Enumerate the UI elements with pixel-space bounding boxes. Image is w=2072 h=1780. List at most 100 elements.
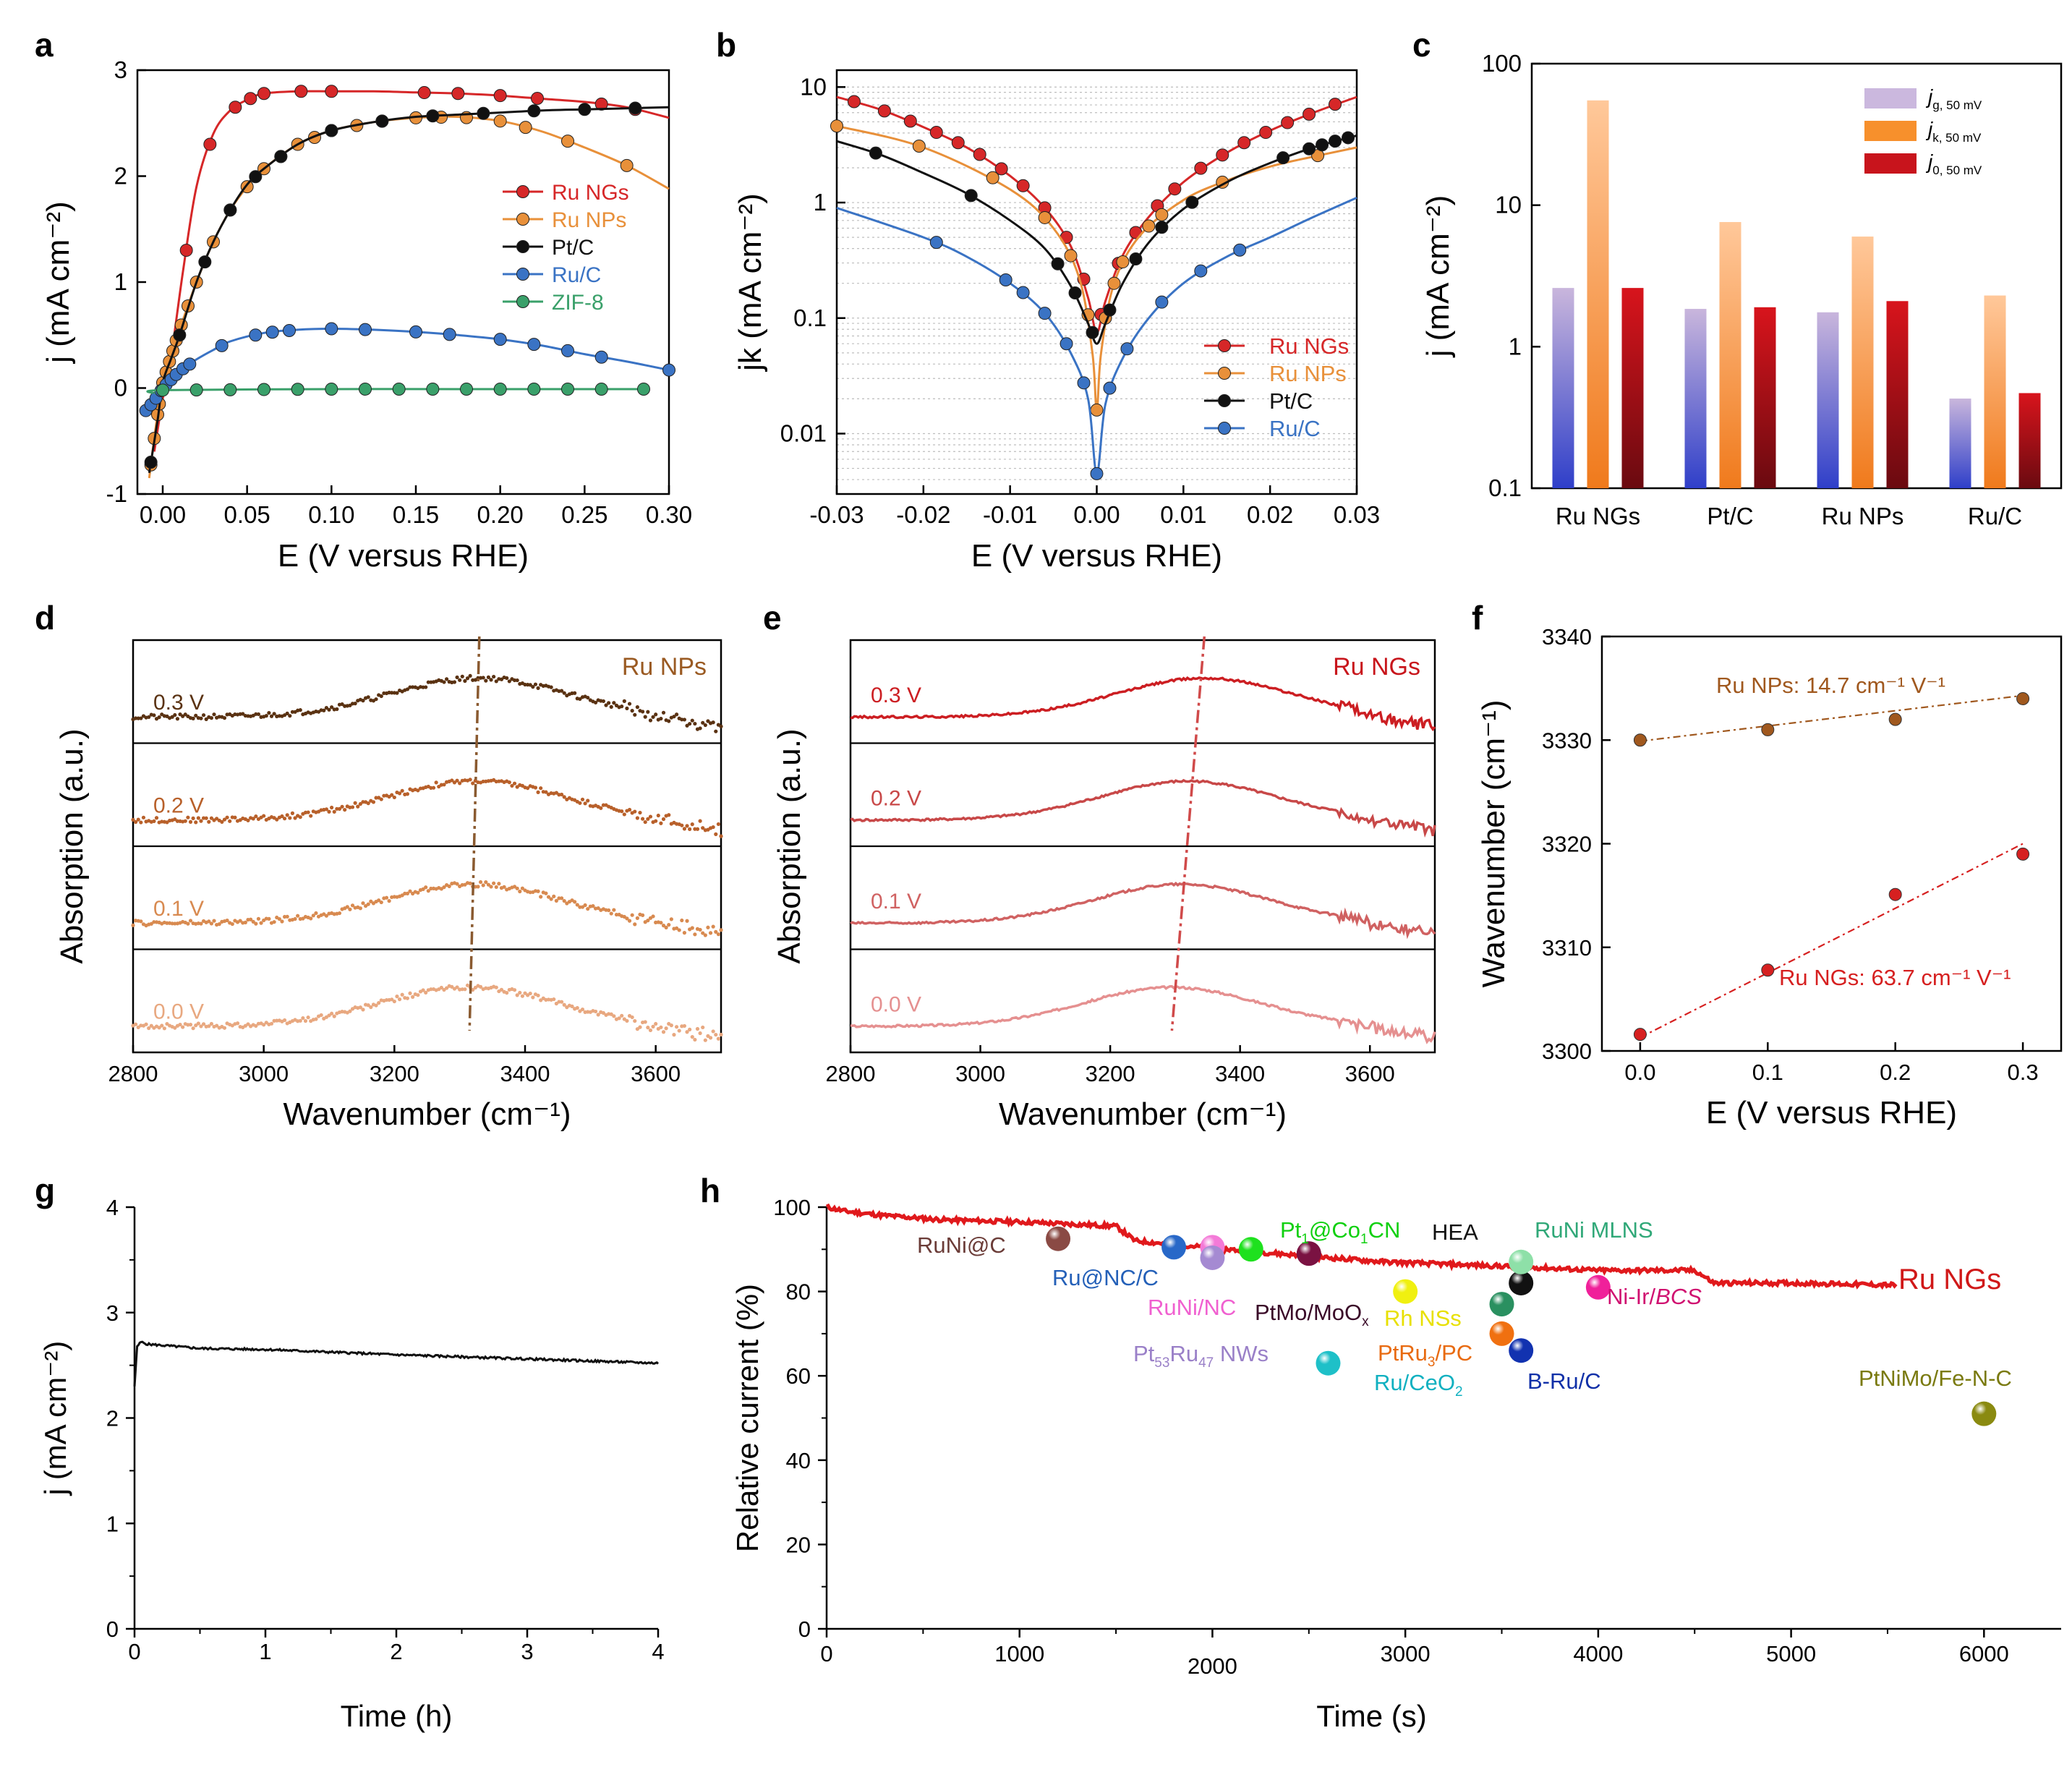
data-point [1155, 221, 1169, 234]
spectrum-dot [648, 1028, 653, 1033]
label-pt53ru47-part: Ru [1169, 1341, 1198, 1366]
data-point [359, 323, 372, 336]
spectrum-dot [478, 984, 483, 989]
legend-symbol: j [1925, 118, 1933, 140]
spectrum-dot [654, 819, 658, 823]
y-tick-label: 20 [786, 1532, 811, 1557]
x-tick-label: 0 [128, 1639, 140, 1664]
panel-title: Ru NGs [1333, 653, 1420, 681]
spectrum-dot [366, 1003, 370, 1008]
literature-point [1200, 1245, 1225, 1270]
spectrum-dot [332, 1014, 336, 1018]
spectrum-dot [698, 927, 702, 932]
data-point [1155, 295, 1169, 309]
legend-marker [516, 185, 529, 198]
y-axis-label: jk (mA cm⁻²) [733, 193, 768, 372]
data-point [1129, 252, 1143, 266]
literature-point [1509, 1338, 1534, 1363]
data-point [1633, 1028, 1647, 1042]
spectrum-dot [505, 676, 509, 681]
spectrum-dot [688, 722, 692, 726]
x-tick-label: 0.05 [224, 501, 270, 528]
panel-a: 0.00 0.05 0.10 0.15 0.20 0.25 0.30 -1 0 1 2 3 E (V v… [40, 56, 692, 574]
spectrum-dot [669, 917, 673, 921]
data-point [847, 95, 861, 108]
spectrum-dot [494, 679, 498, 684]
spectrum-dot [246, 1022, 250, 1026]
y-tick-label: 3340 [1542, 624, 1592, 650]
legend-marker [516, 213, 529, 226]
spectrum-dot [528, 683, 532, 687]
y-axis-label: j (mA cm⁻²) [1420, 195, 1456, 359]
data-point [877, 104, 891, 118]
spectrum-dot [562, 795, 566, 799]
data-point [1281, 116, 1295, 129]
spectrum-dot [520, 886, 524, 890]
spectrum-dot [682, 717, 687, 722]
data-point [1633, 733, 1647, 747]
spectrum-dot [301, 916, 305, 921]
data-point [1107, 276, 1121, 290]
spectrum-dot [421, 988, 425, 992]
spectrum-dot [539, 786, 543, 791]
data-point [203, 137, 217, 151]
x-tick-label: 3600 [1345, 1061, 1395, 1086]
y-axis-label: j (mA cm⁻²) [38, 1341, 72, 1496]
spectrum-dot [471, 987, 475, 992]
spectrum-dot [680, 823, 684, 827]
spectrum-dot [272, 712, 276, 716]
spectrum-dot [580, 1007, 585, 1012]
x-tick-label: 0.3 [2008, 1060, 2039, 1085]
spectrum-dot [612, 1014, 616, 1018]
x-tick-label: 1000 [994, 1641, 1044, 1666]
spectrum-dot [716, 822, 720, 827]
spectrum-dot [646, 817, 650, 821]
spectrum-dot [609, 1012, 613, 1016]
spectrum-dot [186, 815, 190, 819]
data-point [1194, 264, 1208, 278]
data-point [1016, 286, 1030, 299]
data-point [1051, 257, 1065, 271]
spectrum-dot [379, 900, 383, 905]
spectrum-dot [447, 884, 451, 888]
spectrum-dot [139, 919, 143, 924]
spectrum-dot [390, 793, 394, 797]
spectrum-dot [680, 717, 684, 722]
legend-subscript: g, 50 mV [1932, 98, 1982, 112]
data-point [1216, 148, 1229, 162]
spectrum-dot [546, 895, 551, 899]
spectrum-dot [285, 813, 289, 817]
label-runi-mlns-part: RuNi MLNS [1535, 1217, 1653, 1243]
data-point [443, 328, 456, 341]
spectrum-dot [134, 819, 138, 825]
spectrum-dot [445, 677, 449, 681]
spectrum-dot [139, 716, 143, 720]
data-point [994, 162, 1008, 176]
spectrum-dot [510, 783, 514, 788]
spectrum-dot [181, 1025, 185, 1029]
y-tick-label: 3310 [1542, 935, 1592, 961]
y-tick-label: 1 [114, 268, 127, 295]
spectrum-dot [215, 1023, 219, 1028]
spectrum-dot [648, 814, 653, 819]
spectrum-dot [405, 891, 410, 895]
spectrum-dot [580, 905, 585, 909]
spectrum-dot [188, 919, 193, 923]
panel-e: 2800 3000 3200 3400 3600 Wavenumber (cm⁻¹) Abs… [772, 636, 1436, 1132]
y-tick-label: 80 [786, 1279, 811, 1305]
data-point [257, 87, 270, 101]
data-point [325, 124, 338, 137]
spectrum-dot [661, 710, 666, 715]
x-tick-label: 0.00 [140, 501, 186, 528]
spectrum-dot [170, 921, 174, 926]
spectrum-dot [690, 718, 694, 723]
spectrum-dot [586, 906, 590, 911]
spectrum-dot [361, 1008, 365, 1012]
label-pt53ru47: Pt53Ru47 NWs [1133, 1341, 1269, 1371]
x-tick-label: 2800 [826, 1061, 876, 1086]
spectrum-dot [442, 885, 446, 890]
x-tick-label: 3400 [500, 1061, 550, 1086]
spectrum-dot [719, 724, 723, 728]
literature-point [1393, 1279, 1418, 1304]
spectrum-dot [416, 890, 420, 895]
